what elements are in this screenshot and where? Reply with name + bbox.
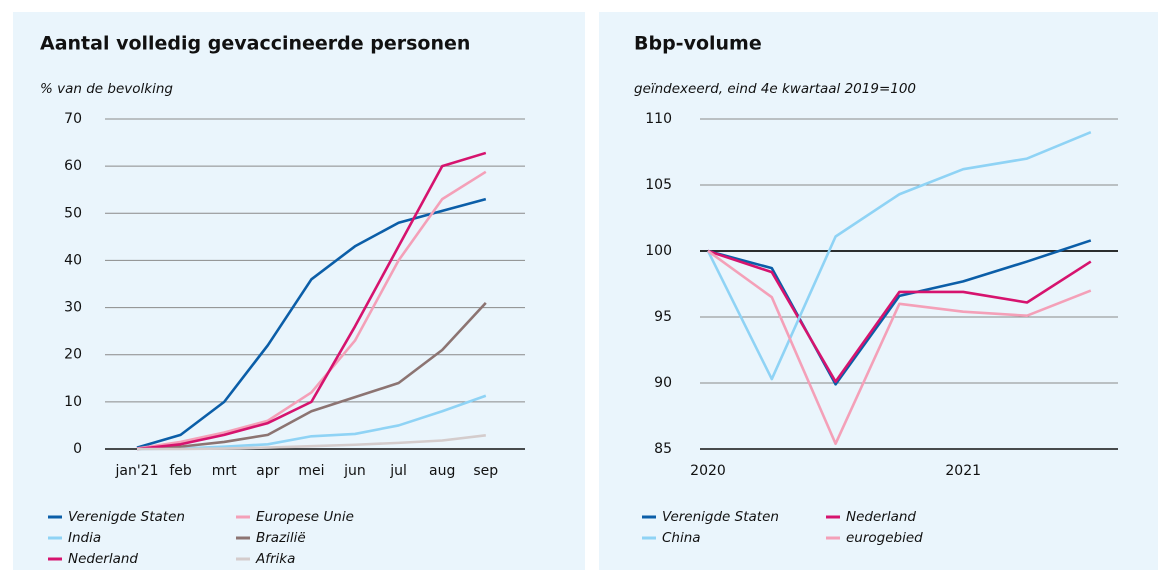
x-tick-label: mrt: [212, 463, 237, 479]
panel: [13, 12, 585, 570]
x-tick-label: 2021: [945, 463, 981, 479]
legend-label: Nederland: [846, 509, 916, 525]
y-tick-label: 85: [654, 441, 672, 457]
series-line: [137, 434, 486, 451]
x-tick-label: 2020: [690, 463, 726, 479]
y-tick-label: 30: [64, 300, 82, 316]
x-tick-label: mei: [298, 463, 324, 479]
series-line: [707, 249, 1092, 446]
legend-label: Verenigde Staten: [68, 509, 185, 525]
y-tick-label: 50: [64, 205, 82, 221]
legend-label: India: [68, 530, 101, 546]
y-tick-label: 40: [64, 252, 82, 268]
series-line: [707, 239, 1092, 386]
legend-label: Brazilië: [256, 530, 306, 546]
y-tick-label: 90: [654, 375, 672, 391]
legend-label: Afrika: [255, 551, 295, 567]
series-line: [706, 130, 1092, 381]
series-line: [136, 197, 487, 449]
legend-label: Nederland: [68, 551, 138, 567]
y-tick-label: 60: [64, 158, 82, 174]
y-axis-label: geïndexeerd, eind 4e kwartaal 2019=100: [634, 81, 916, 97]
legend-label: Europese Unie: [256, 509, 354, 525]
y-tick-label: 95: [654, 309, 672, 325]
x-tick-label: jul: [389, 463, 407, 479]
y-tick-label: 20: [64, 347, 82, 363]
panel: [599, 12, 1158, 570]
y-tick-label: 105: [645, 177, 672, 193]
chart-title: Bbp-volume: [634, 33, 762, 55]
y-axis-label: % van de bevolking: [40, 81, 173, 97]
x-tick-label: jun: [343, 463, 366, 479]
x-tick-label: apr: [256, 463, 279, 479]
x-tick-label: aug: [429, 463, 455, 479]
y-tick-label: 0: [73, 441, 82, 457]
y-tick-label: 100: [645, 243, 672, 259]
series-line: [136, 151, 487, 451]
chart-title: Aantal volledig gevaccineerde personen: [40, 33, 470, 55]
legend-label: eurogebied: [846, 530, 923, 546]
legend-label: China: [662, 530, 701, 546]
y-tick-label: 110: [645, 111, 672, 127]
y-tick-label: 70: [64, 111, 82, 127]
y-tick-label: 10: [64, 394, 82, 410]
x-tick-label: jan'21: [114, 463, 158, 479]
x-tick-label: sep: [473, 463, 498, 479]
series-line: [136, 170, 487, 450]
series-line: [707, 249, 1092, 383]
legend-label: Verenigde Staten: [662, 509, 779, 525]
series-line: [136, 301, 487, 451]
x-tick-label: feb: [169, 463, 192, 479]
